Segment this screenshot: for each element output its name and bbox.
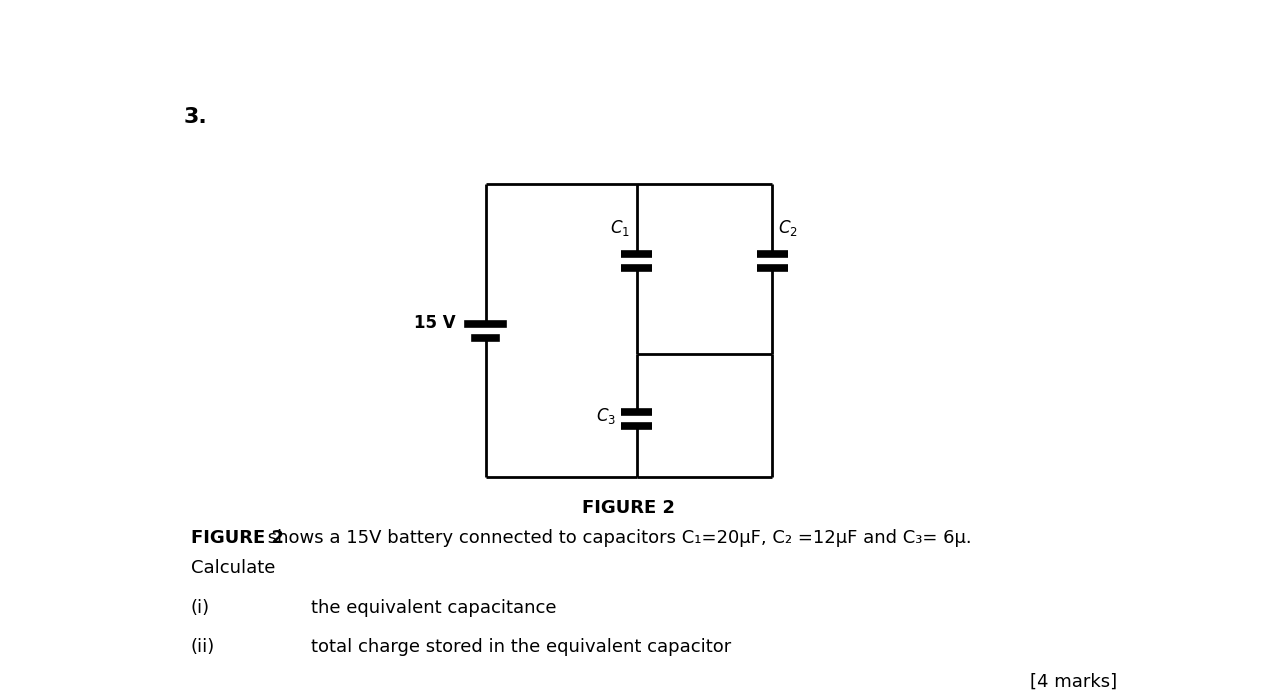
Text: the equivalent capacitance: the equivalent capacitance — [311, 599, 557, 617]
Text: 15 V: 15 V — [415, 314, 456, 332]
Text: [4 marks]: [4 marks] — [1030, 672, 1117, 690]
Text: $C_2$: $C_2$ — [778, 218, 799, 237]
Text: (i): (i) — [191, 599, 210, 617]
Text: total charge stored in the equivalent capacitor: total charge stored in the equivalent ca… — [311, 638, 731, 656]
Text: (ii): (ii) — [191, 638, 215, 656]
Text: 3.: 3. — [183, 107, 207, 127]
Text: $C_1$: $C_1$ — [611, 218, 631, 237]
Text: FIGURE 2: FIGURE 2 — [582, 499, 676, 517]
Text: Calculate: Calculate — [191, 560, 275, 578]
Text: $C_3$: $C_3$ — [596, 406, 617, 426]
Text: shows a 15V battery connected to capacitors C₁=20μF, C₂ =12μF and C₃= 6μ.: shows a 15V battery connected to capacit… — [261, 528, 972, 546]
Text: FIGURE 2: FIGURE 2 — [191, 528, 284, 546]
